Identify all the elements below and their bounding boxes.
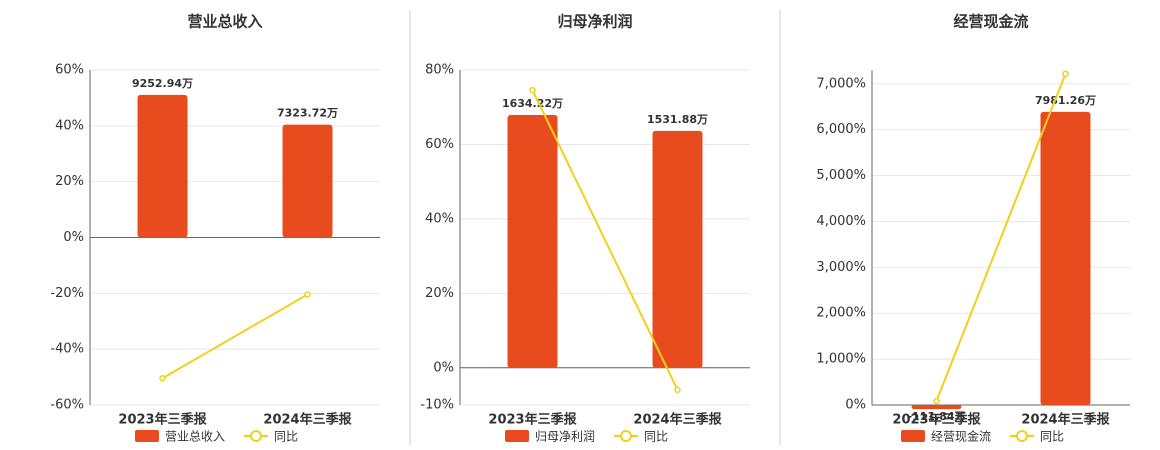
- data-label: 1634.22万: [502, 97, 563, 110]
- chart-title: 经营现金流: [953, 13, 1028, 31]
- data-label: 7981.26万: [1035, 94, 1096, 107]
- point: [304, 291, 311, 298]
- x-tick-label: 2023年三季报: [488, 412, 577, 428]
- chart-title: 营业总收入: [187, 13, 262, 31]
- line: [935, 73, 1067, 402]
- bar: [652, 130, 703, 369]
- x-tick-label: 2023年三季报: [892, 412, 981, 428]
- point: [159, 374, 166, 382]
- legend-label: 经营现金流: [931, 429, 991, 444]
- point: [933, 397, 940, 405]
- y-tick-label: 60%: [425, 137, 454, 152]
- legend-swatch: [505, 430, 529, 442]
- y-tick-label: 0%: [433, 360, 454, 375]
- legend-label: 同比: [1040, 430, 1064, 444]
- legend-label: 归母净利润: [535, 430, 595, 444]
- bar: [507, 115, 558, 369]
- y-tick-label: 60%: [55, 63, 84, 78]
- legend-label: 同比: [274, 430, 298, 444]
- legend-swatch: [135, 430, 159, 442]
- legend-swatch: [901, 430, 925, 442]
- data-label: 9252.94万: [132, 77, 193, 90]
- y-tick-label: 0%: [845, 398, 866, 413]
- legend-swatch: [250, 430, 262, 442]
- data-label: 1531.88万: [647, 113, 708, 126]
- y-tick-label: -60%: [50, 398, 84, 413]
- bar: [282, 124, 333, 238]
- y-tick-label: 6,000%: [816, 122, 866, 137]
- legend-swatch: [1016, 430, 1028, 442]
- y-tick-label: -20%: [50, 286, 84, 301]
- y-tick-label: 20%: [55, 174, 84, 189]
- bar: [1040, 111, 1091, 405]
- y-tick-label: 40%: [55, 118, 84, 133]
- data-label: 7323.72万: [277, 107, 338, 120]
- legend-label: 同比: [644, 430, 668, 444]
- y-tick-label: 1,000%: [816, 352, 866, 367]
- y-tick-label: 20%: [425, 286, 454, 301]
- point: [529, 86, 536, 94]
- line: [161, 293, 309, 380]
- y-tick-label: 7,000%: [816, 76, 866, 91]
- y-tick-label: 3,000%: [816, 260, 866, 275]
- chart-title: 归母净利润: [557, 13, 632, 31]
- y-tick-label: -40%: [50, 342, 84, 357]
- x-tick-label: 2023年三季报: [118, 412, 207, 428]
- y-tick-label: 0%: [63, 230, 84, 245]
- point: [1062, 70, 1069, 77]
- x-tick-label: 2024年三季报: [263, 412, 352, 428]
- legend-label: 营业总收入: [165, 430, 225, 444]
- y-tick-label: 2,000%: [816, 306, 866, 321]
- y-tick-label: 4,000%: [816, 214, 866, 229]
- line: [531, 89, 679, 391]
- bar: [137, 94, 188, 238]
- point: [674, 386, 681, 393]
- x-tick-label: 2024年三季报: [633, 412, 722, 428]
- legend-swatch: [620, 430, 632, 442]
- bar: [911, 405, 962, 410]
- x-tick-label: 2024年三季报: [1021, 412, 1110, 428]
- y-tick-label: 5,000%: [816, 168, 866, 183]
- y-tick-label: 80%: [425, 63, 454, 78]
- data-label: -111.84万: [907, 410, 965, 423]
- y-tick-label: -10%: [420, 398, 454, 413]
- y-tick-label: 40%: [425, 211, 454, 226]
